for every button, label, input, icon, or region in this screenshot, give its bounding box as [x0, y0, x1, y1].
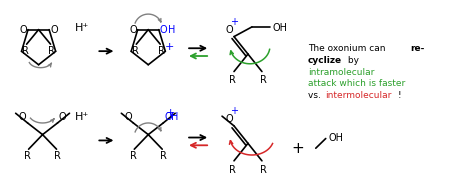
Text: H: H — [168, 25, 175, 35]
Text: O: O — [160, 25, 167, 35]
Text: O: O — [50, 25, 58, 35]
Text: OH: OH — [273, 23, 288, 33]
Text: attack which is faster: attack which is faster — [308, 79, 405, 88]
Text: R: R — [158, 46, 164, 56]
Text: R: R — [130, 151, 137, 161]
Text: +: + — [165, 108, 175, 118]
Text: R: R — [54, 151, 61, 161]
Text: O: O — [225, 25, 233, 35]
Text: R: R — [22, 46, 29, 56]
Text: O: O — [125, 112, 132, 122]
Text: O: O — [19, 112, 27, 122]
Text: R: R — [261, 165, 267, 175]
Text: R: R — [261, 75, 267, 85]
Text: R: R — [48, 46, 55, 56]
Text: cyclize: cyclize — [308, 56, 342, 65]
Text: R: R — [24, 151, 31, 161]
Text: The oxonium can: The oxonium can — [308, 44, 388, 53]
Text: O: O — [225, 114, 233, 124]
Text: R: R — [160, 151, 167, 161]
Text: O: O — [58, 112, 66, 122]
Text: +: + — [230, 106, 238, 116]
Text: +: + — [292, 141, 304, 156]
Text: O: O — [164, 112, 172, 122]
Text: +: + — [164, 42, 174, 52]
Text: H⁺: H⁺ — [75, 112, 90, 122]
Text: OH: OH — [329, 133, 344, 142]
Text: H⁺: H⁺ — [75, 23, 90, 33]
Text: re-: re- — [410, 44, 425, 53]
Text: R: R — [228, 165, 236, 175]
Text: vs.: vs. — [308, 91, 324, 100]
Text: intermolecular: intermolecular — [325, 91, 391, 100]
Text: O: O — [129, 25, 137, 35]
Text: H: H — [171, 112, 179, 122]
Text: +: + — [230, 17, 238, 27]
Text: R: R — [228, 75, 236, 85]
Text: R: R — [132, 46, 139, 56]
Text: by: by — [345, 56, 359, 65]
Text: intramolecular: intramolecular — [308, 68, 374, 77]
Text: O: O — [19, 25, 27, 35]
Text: !: ! — [398, 91, 401, 100]
